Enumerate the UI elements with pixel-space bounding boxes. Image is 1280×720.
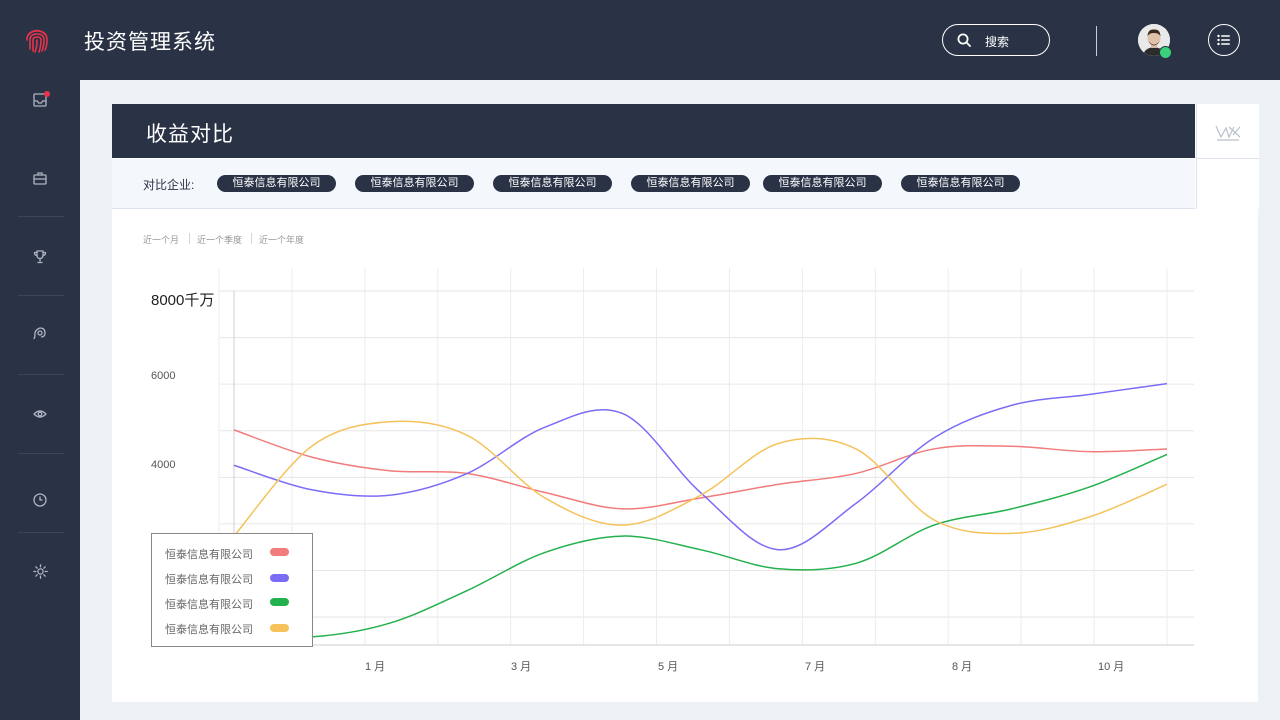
legend-label: 恒泰信息有限公司	[165, 574, 253, 586]
sidebar-divider	[18, 295, 64, 296]
target-icon	[33, 327, 46, 340]
fingerprint-logo-icon[interactable]	[24, 26, 50, 54]
y-axis-unit-label: 8000千万	[151, 292, 215, 309]
company-chip[interactable]: 恒泰信息有限公司	[217, 175, 336, 192]
briefcase-icon	[33, 172, 47, 185]
brand-box	[1196, 104, 1259, 209]
filter-label: 对比企业:	[143, 178, 195, 192]
sidebar-divider	[18, 532, 64, 533]
legend-label: 恒泰信息有限公司	[165, 549, 253, 561]
x-tick-label: 5 月	[658, 661, 679, 673]
company-chip[interactable]: 恒泰信息有限公司	[763, 175, 882, 192]
series-line-1	[233, 429, 1168, 510]
sidebar-item-target[interactable]	[0, 313, 80, 353]
series-line-4	[233, 420, 1168, 537]
x-tick-label: 1 月	[365, 661, 386, 673]
company-chip[interactable]: 恒泰信息有限公司	[355, 175, 474, 192]
brand-logo-icon	[1215, 125, 1241, 141]
gear-icon	[32, 563, 48, 579]
series-line-2	[233, 382, 1168, 551]
panel-header	[112, 104, 1195, 158]
legend-swatch-purple	[270, 574, 289, 582]
top-bar	[0, 0, 1280, 80]
sidebar-item-settings[interactable]	[0, 551, 80, 591]
clock-icon	[33, 493, 47, 507]
search-label: 搜索	[985, 35, 1010, 49]
search-icon	[957, 33, 971, 47]
period-divider	[189, 233, 190, 244]
legend-swatch-green	[270, 598, 289, 606]
panel-title: 收益对比	[146, 123, 234, 146]
series-line-3	[233, 453, 1168, 639]
x-tick-label: 10 月	[1098, 661, 1125, 673]
legend-swatch-yellow	[270, 624, 289, 632]
period-tab-month[interactable]: 近一个月	[143, 235, 180, 245]
brand-divider	[1197, 158, 1259, 159]
company-chip[interactable]: 恒泰信息有限公司	[493, 175, 612, 192]
sidebar	[0, 80, 80, 720]
list-menu-icon	[1217, 34, 1230, 46]
y-tick-label: 4000	[151, 459, 176, 471]
sidebar-item-clock[interactable]	[0, 480, 80, 520]
inbox-icon	[33, 93, 47, 107]
sidebar-divider	[18, 216, 64, 217]
online-status-indicator	[1159, 46, 1172, 59]
sidebar-item-inbox[interactable]	[0, 80, 80, 120]
sidebar-divider	[18, 374, 64, 375]
x-tick-label: 3 月	[511, 661, 532, 673]
trophy-icon	[33, 250, 47, 264]
legend-label: 恒泰信息有限公司	[165, 624, 253, 636]
sidebar-divider	[18, 453, 64, 454]
legend-label: 恒泰信息有限公司	[165, 599, 253, 611]
eye-icon	[33, 410, 47, 418]
notification-dot	[44, 91, 50, 97]
period-tab-quarter[interactable]: 近一个季度	[197, 235, 243, 245]
menu-button[interactable]	[1208, 24, 1240, 56]
period-divider	[251, 233, 252, 244]
x-tick-label: 8 月	[952, 661, 973, 673]
company-chip[interactable]: 恒泰信息有限公司	[901, 175, 1020, 192]
period-tab-year[interactable]: 近一个年度	[259, 235, 305, 245]
search-button[interactable]: 搜索	[942, 24, 1050, 56]
chart-legend: 恒泰信息有限公司 恒泰信息有限公司 恒泰信息有限公司 恒泰信息有限公司	[151, 533, 313, 647]
y-tick-label: 6000	[151, 370, 176, 382]
sidebar-item-briefcase[interactable]	[0, 158, 80, 198]
legend-swatch-red	[270, 548, 289, 556]
sidebar-item-eye[interactable]	[0, 394, 80, 434]
app-title: 投资管理系统	[84, 31, 216, 54]
sidebar-item-trophy[interactable]	[0, 237, 80, 277]
header-divider	[1096, 26, 1097, 56]
x-tick-label: 7 月	[805, 661, 826, 673]
company-chip[interactable]: 恒泰信息有限公司	[631, 175, 750, 192]
